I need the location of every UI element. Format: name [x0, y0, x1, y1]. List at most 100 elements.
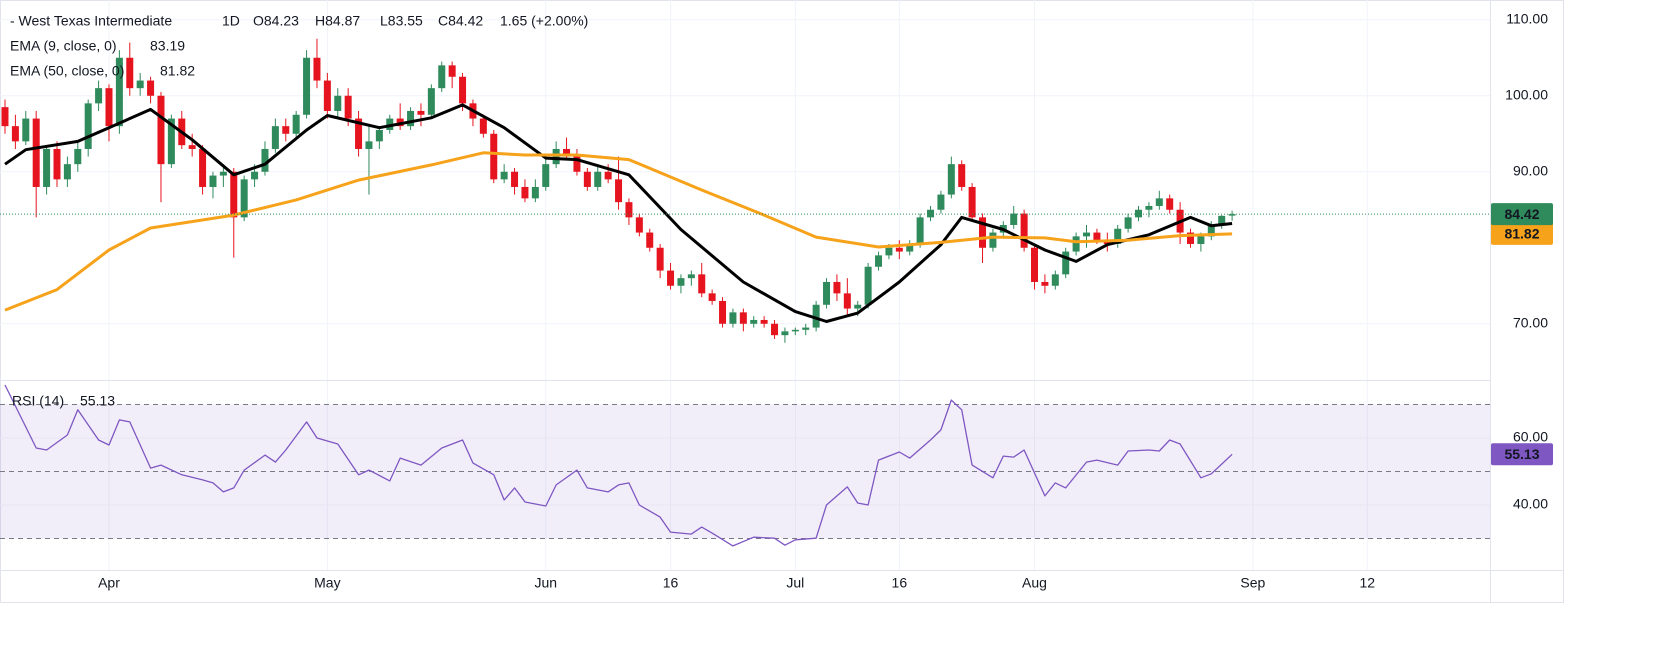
- candle-body: [927, 209, 935, 218]
- candle-body: [646, 232, 654, 248]
- candle-body: [511, 171, 519, 187]
- candle-body: [417, 110, 425, 115]
- candle-body: [365, 141, 373, 149]
- candle-body: [604, 171, 612, 180]
- candle-body: [719, 300, 727, 324]
- candle-body: [240, 179, 248, 218]
- candle-body: [895, 247, 903, 252]
- candle-body: [438, 65, 446, 89]
- candle-body: [552, 148, 560, 165]
- candle-body: [22, 118, 30, 142]
- candle-body: [843, 293, 851, 309]
- candle-body: [812, 304, 820, 328]
- candle-body: [542, 164, 550, 187]
- candle-body: [11, 126, 19, 142]
- candle-body: [687, 274, 695, 279]
- x-tick-label: Apr: [98, 575, 120, 591]
- candle-body: [635, 217, 643, 233]
- candle-body: [521, 186, 529, 199]
- candle-body: [126, 57, 134, 89]
- candle-body: [251, 171, 259, 180]
- candle-body: [1166, 198, 1174, 210]
- candle-body: [979, 217, 987, 248]
- rsi-value: 55.13: [80, 393, 115, 409]
- ohlc-legend-item: H84.87: [315, 13, 360, 29]
- candle-body: [1155, 198, 1163, 206]
- x-tick-label: 12: [1360, 575, 1376, 591]
- candle-body: [625, 202, 633, 218]
- ohlc-legend-item: C84.42: [438, 13, 483, 29]
- candle-body: [594, 171, 602, 187]
- ohlc-legend-item: 1.65 (+2.00%): [500, 13, 588, 29]
- candle-body: [1083, 232, 1091, 237]
- rsi-tick-label: 60.00: [1513, 429, 1548, 445]
- candle-body: [282, 126, 290, 134]
- candle-body: [531, 186, 539, 199]
- x-tick-label: Sep: [1240, 575, 1265, 591]
- rsi-tick-label: 40.00: [1513, 496, 1548, 512]
- indicator-value: 83.19: [150, 38, 185, 54]
- ema-line: [4, 151, 1233, 312]
- candle-body: [1135, 209, 1143, 218]
- candle-body: [1114, 228, 1122, 244]
- candle-body: [448, 65, 456, 77]
- price-badge-label: 55.13: [1504, 446, 1539, 462]
- candle-body: [1228, 214, 1236, 216]
- rsi-name: RSI (14): [12, 393, 64, 409]
- price-badge-label: 84.42: [1504, 206, 1539, 222]
- candle-body: [1010, 213, 1018, 225]
- x-tick-label: May: [314, 575, 340, 591]
- y-tick-label: 90.00: [1513, 162, 1548, 178]
- candle-body: [1062, 251, 1070, 275]
- candle-body: [1124, 217, 1132, 229]
- candle-body: [1031, 247, 1039, 282]
- price-badge: [1491, 203, 1553, 226]
- candle-body: [1093, 232, 1101, 241]
- candle-body: [407, 110, 415, 127]
- candle-body: [136, 80, 144, 89]
- chart-frame: [0, 0, 1564, 603]
- rsi-band: [0, 404, 1490, 539]
- x-tick-label: Aug: [1022, 575, 1047, 591]
- ohlc-legend-item: L83.55: [380, 13, 423, 29]
- candle-body: [147, 80, 155, 96]
- candle-body: [656, 247, 664, 271]
- chart-title: - West Texas Intermediate: [10, 13, 172, 29]
- candle-body: [875, 255, 883, 267]
- ema-line: [4, 103, 1233, 323]
- candle-body: [313, 57, 321, 81]
- x-tick-label: Jul: [786, 575, 804, 591]
- candle-body: [1, 107, 9, 127]
- candle-body: [74, 148, 82, 165]
- candle-body: [906, 243, 914, 252]
- y-tick-label: 70.00: [1513, 314, 1548, 330]
- y-tick-label: 110.00: [1506, 10, 1548, 26]
- plot: [0, 38, 1490, 547]
- candle-body: [885, 247, 893, 256]
- candle-body: [292, 114, 300, 134]
- candle-body: [500, 171, 508, 180]
- candle-body: [760, 319, 768, 324]
- candle-body: [771, 323, 779, 336]
- candle-body: [563, 148, 571, 157]
- interval: 1D: [222, 13, 240, 29]
- candle-body: [615, 179, 623, 203]
- candle-body: [219, 171, 227, 176]
- candle-body: [209, 175, 217, 187]
- price-badge: [1491, 443, 1553, 466]
- grid: [0, 0, 1490, 570]
- y-tick-label: 100.00: [1505, 86, 1548, 102]
- candle-body: [199, 148, 207, 187]
- candle-body: [271, 126, 279, 149]
- candle-body: [916, 217, 924, 244]
- candle-body: [573, 156, 581, 172]
- x-tick-label: 16: [892, 575, 908, 591]
- candle-body: [667, 270, 675, 286]
- candle-body: [833, 281, 841, 294]
- candle-body: [947, 164, 955, 195]
- candle-body: [802, 327, 810, 330]
- candle-body: [157, 95, 165, 165]
- candle-body: [791, 329, 799, 332]
- candle-body: [459, 76, 467, 104]
